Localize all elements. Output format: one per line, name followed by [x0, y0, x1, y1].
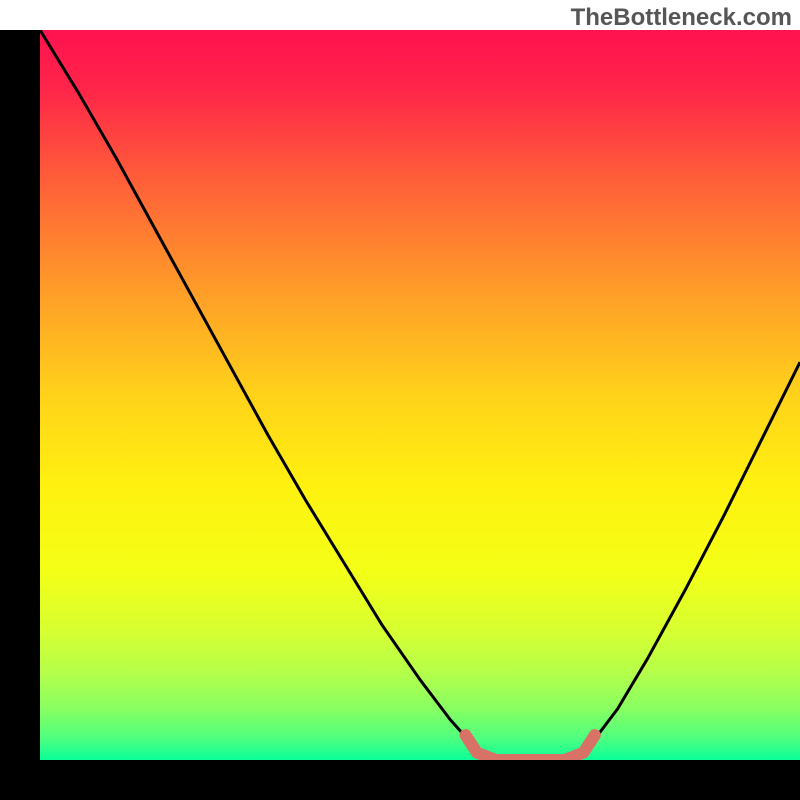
watermark-text: TheBottleneck.com: [571, 4, 792, 32]
plot-area: [40, 30, 800, 760]
chart-container: TheBottleneck.com: [0, 0, 800, 800]
curve-layer: [40, 30, 800, 760]
bottleneck-curve: [40, 30, 800, 760]
y-axis-bar: [0, 30, 40, 800]
trough-highlight: [466, 735, 595, 760]
x-axis-bar: [0, 760, 800, 800]
